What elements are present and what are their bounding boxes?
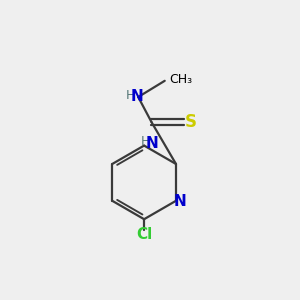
Text: N: N (130, 89, 143, 104)
Text: Cl: Cl (136, 227, 152, 242)
Text: S: S (185, 113, 197, 131)
Text: H: H (125, 89, 135, 102)
Text: N: N (173, 194, 186, 209)
Text: CH₃: CH₃ (169, 73, 192, 86)
Text: H: H (140, 135, 150, 148)
Text: N: N (146, 136, 158, 151)
